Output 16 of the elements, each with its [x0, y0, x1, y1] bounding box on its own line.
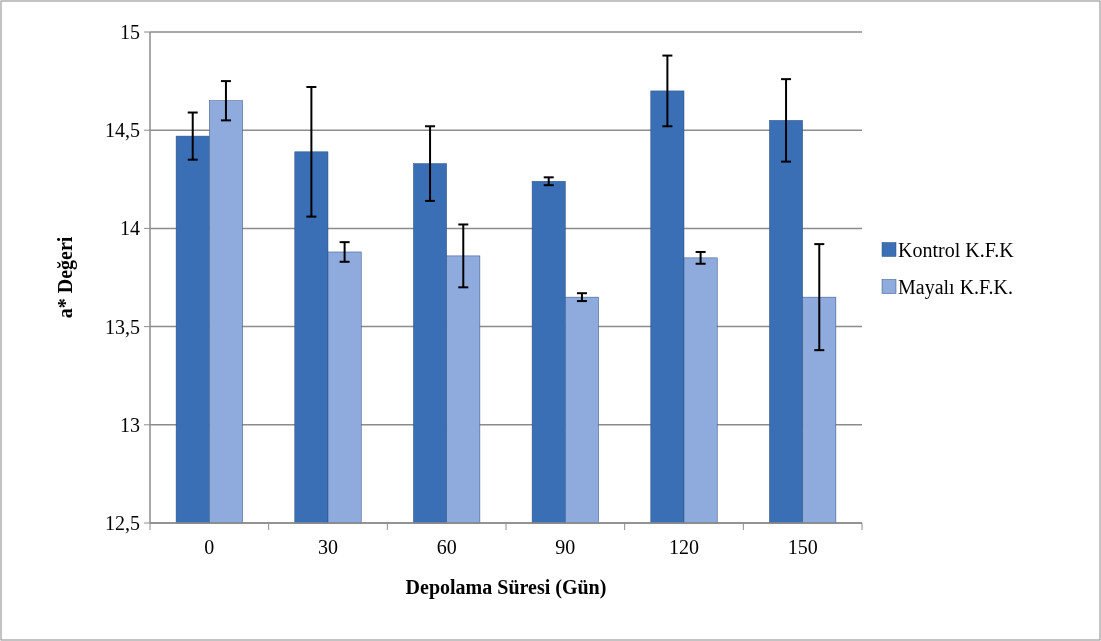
legend-label: Mayalı K.F.K.	[898, 275, 1014, 299]
x-tick-label: 0	[204, 536, 215, 558]
y-tick-label: 13	[120, 413, 140, 436]
y-axis-title: a* Değeri	[54, 236, 77, 319]
x-tick-label: 60	[436, 536, 457, 558]
x-tick-label: 30	[318, 536, 338, 558]
y-tick-label: 14,5	[105, 119, 140, 142]
legend-label: Kontrol K.F.K	[898, 238, 1015, 261]
y-tick-label: 12,5	[105, 512, 140, 534]
x-axis-title: Depolama Süresi (Gün)	[405, 576, 607, 599]
x-tick-label: 150	[787, 536, 818, 558]
y-tick-label: 14	[120, 217, 140, 240]
x-tick-label: 90	[555, 536, 576, 558]
y-tick-label: 15	[120, 21, 140, 43]
x-tick-label: 120	[669, 536, 699, 558]
y-tick-label: 13,5	[105, 315, 140, 338]
